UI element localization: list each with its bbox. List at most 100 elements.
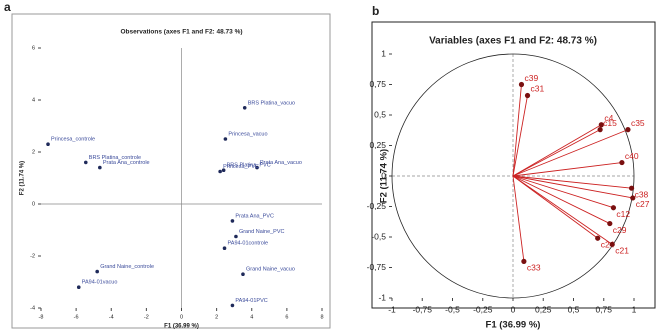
y-axis-label: F2 (11.74 %)	[379, 149, 390, 203]
x-tick-label: 0	[180, 314, 183, 320]
point	[597, 127, 603, 133]
vector	[512, 175, 525, 262]
point-label: PA94-01controle	[228, 241, 269, 247]
chart-title: Observations (axes F1 and F2: 48.73 %)	[120, 29, 242, 36]
point-label: PA94-01vacuo	[82, 280, 118, 286]
point-label: c38	[635, 189, 649, 199]
point	[595, 235, 601, 241]
point-label: c15	[603, 118, 617, 128]
y-tick-label: 0,5	[374, 109, 386, 119]
x-tick-label: -1	[388, 304, 396, 314]
y-tick-label: -2	[30, 253, 35, 259]
y-tick-label: 0	[381, 170, 386, 180]
x-tick-label: 4	[250, 314, 253, 320]
point-label: c33	[527, 263, 541, 273]
point	[95, 269, 99, 274]
point	[230, 219, 235, 223]
y-tick-label: -0,75	[367, 262, 387, 272]
y-tick-label: 6	[32, 45, 35, 51]
point-label: c31	[531, 84, 545, 94]
vector	[512, 124, 602, 177]
point	[630, 195, 636, 201]
point	[76, 285, 81, 290]
point-label: Grand Naine_controle	[100, 264, 154, 270]
point-label: BRS Platina_controle	[89, 155, 141, 161]
vector	[512, 175, 633, 199]
point-label: c27	[636, 199, 650, 209]
y-tick-label: -0,25	[367, 201, 387, 211]
x-tick-label: 0,25	[535, 304, 552, 314]
y-tick-label: 0	[32, 201, 35, 207]
y-tick-label: -1	[378, 292, 386, 302]
chart-title: Variables (axes F1 and F2: 48.73 %)	[429, 36, 597, 47]
unit-circle	[391, 53, 635, 299]
point-label: c4	[604, 113, 613, 123]
y-tick-label: 1	[381, 48, 386, 58]
x-tick-label: 0,5	[568, 304, 580, 314]
point	[524, 92, 531, 99]
point	[241, 272, 245, 277]
point-label: c21	[615, 246, 629, 256]
point	[610, 205, 617, 211]
x-tick-label: -0,25	[473, 304, 493, 314]
point-label: c24	[601, 239, 615, 249]
vector	[512, 129, 601, 177]
point	[242, 106, 247, 110]
point-label: PA94-01PVC	[235, 298, 267, 304]
point	[625, 127, 631, 133]
point	[83, 160, 88, 165]
x-tick-label: 8	[320, 314, 323, 320]
panel-a-frame	[11, 13, 331, 329]
vector	[512, 175, 632, 189]
x-tick-label: 2	[215, 314, 218, 320]
y-tick-label: 0,25	[369, 140, 386, 150]
point-label: BRS Platina_vacuo	[248, 100, 295, 106]
panel-label: a	[4, 0, 11, 14]
point-label: Grand Naine_vacuo	[246, 267, 295, 273]
point	[255, 165, 259, 170]
y-axis-label: F2 (11.74 %)	[20, 161, 26, 195]
point	[221, 168, 226, 172]
point-label: Prata Ana_PVC	[235, 213, 274, 219]
point-label: c12	[616, 209, 630, 219]
vector	[512, 175, 598, 239]
point-label: c29	[613, 225, 627, 235]
vector	[512, 175, 610, 224]
y-tick-label: -0,5	[371, 231, 386, 241]
point	[46, 142, 50, 146]
x-tick-label: -2	[144, 314, 149, 320]
x-tick-label: -0,75	[413, 304, 433, 314]
point	[222, 246, 227, 250]
y-tick-label: -4	[30, 305, 35, 311]
panel-b-frame	[371, 21, 656, 309]
vector	[512, 162, 622, 177]
x-axis-label: F1 (36.99 %)	[164, 324, 199, 330]
point	[223, 137, 228, 141]
point	[619, 159, 625, 166]
x-tick-label: -8	[39, 314, 44, 320]
vector	[512, 175, 614, 209]
point-label: c35	[631, 118, 645, 128]
point-label: c40	[625, 151, 639, 161]
point	[218, 169, 222, 174]
point	[607, 220, 613, 227]
y-tick-label: 4	[32, 97, 35, 103]
point-label: Princesa_controle	[51, 137, 95, 143]
point-label: BRS Platina_PVC	[227, 163, 271, 169]
point	[609, 241, 615, 247]
point-label: Prata Ana_controle	[103, 160, 150, 166]
vector	[512, 129, 629, 177]
x-tick-label: 0,75	[595, 304, 612, 314]
point	[598, 122, 604, 128]
x-tick-label: 0	[511, 304, 516, 314]
vector	[512, 95, 528, 177]
panel-label: b	[372, 4, 379, 18]
point-label: Princesa_vacuo	[228, 131, 267, 137]
point-label: c39	[524, 73, 538, 83]
point	[230, 303, 235, 308]
point	[234, 234, 238, 239]
x-tick-label: -4	[109, 314, 114, 320]
point	[628, 185, 635, 191]
x-tick-label: -0,5	[445, 304, 460, 314]
